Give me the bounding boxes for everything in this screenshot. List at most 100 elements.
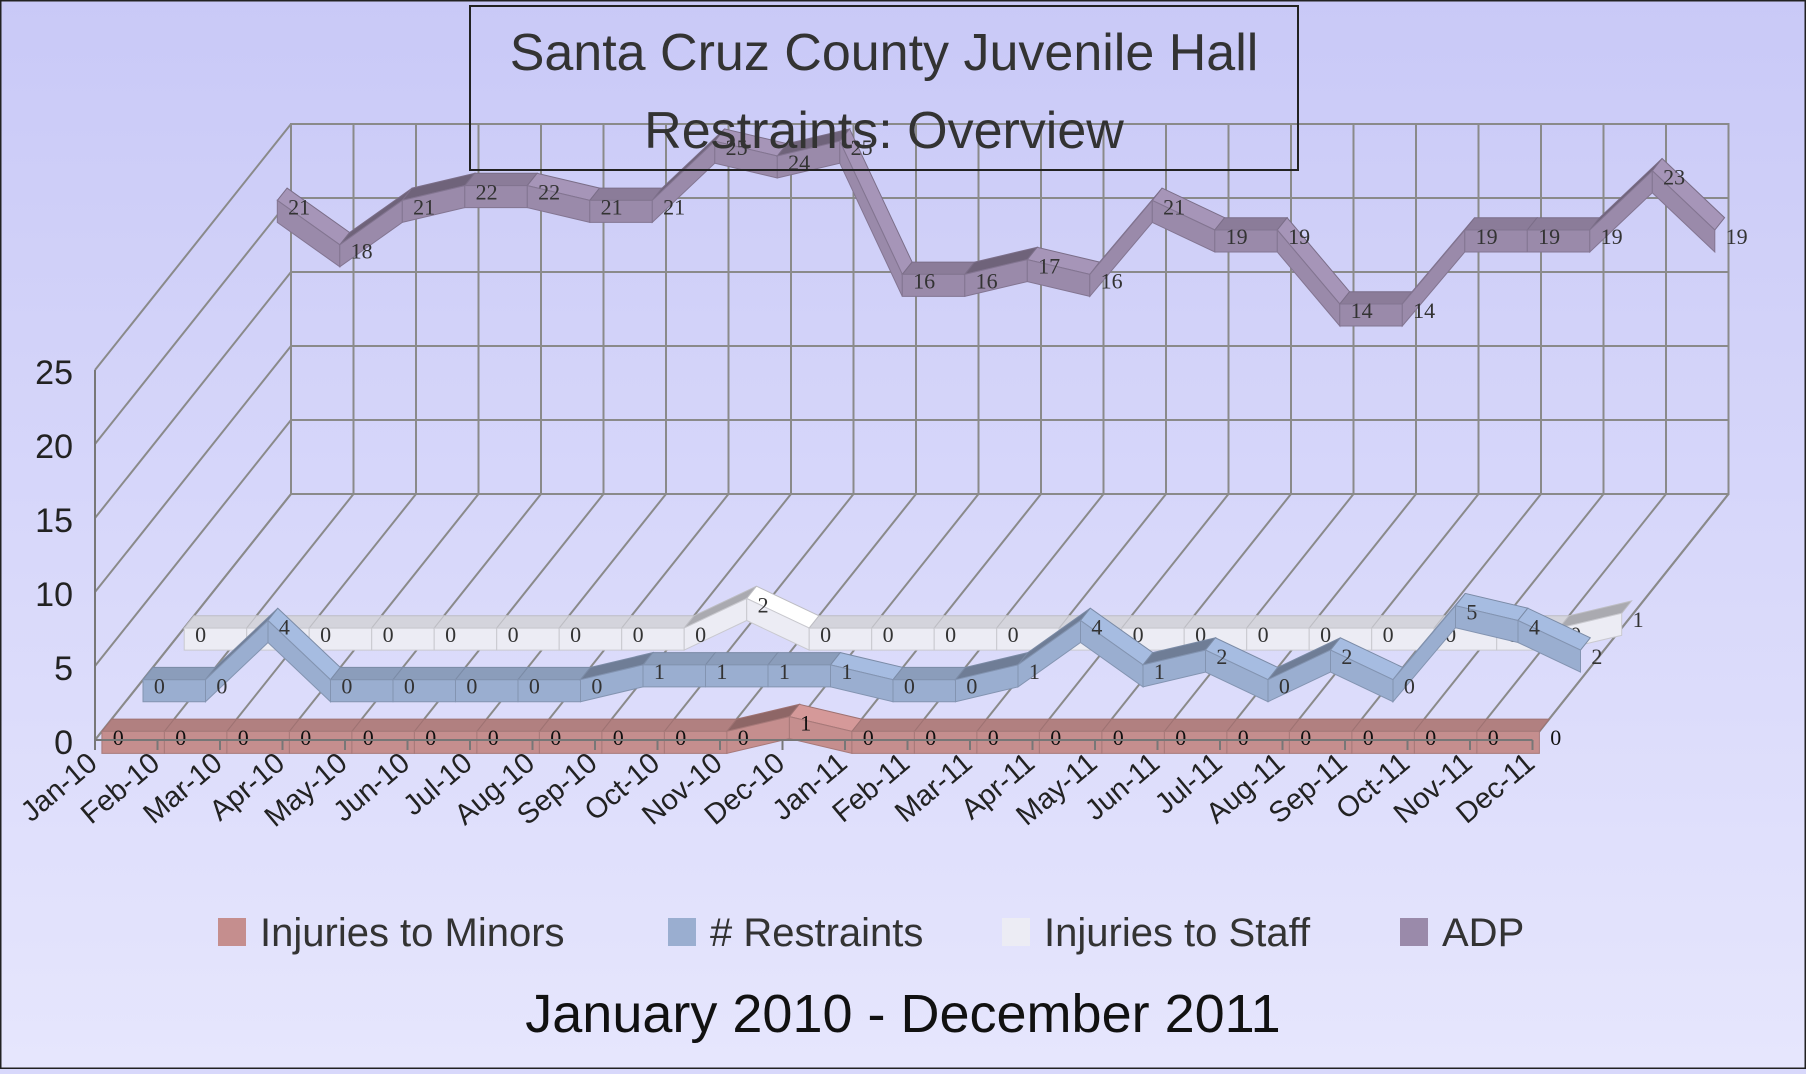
series-0-ribbon-front-19 [1288, 730, 1353, 754]
series-0: 0 0 0 0 0 0 0 0 0 0 0 1 0 0 0 0 0 0 0 0 0 0 0 0 [100, 703, 1561, 755]
y-tick-label-5: 25 [35, 354, 73, 392]
series-3-data-label-9: 25 [851, 135, 873, 160]
series-0-data-label-13: 0 [925, 725, 936, 750]
legend-label-3: ADP [1442, 911, 1524, 955]
series-0-ribbon-front-15 [1038, 730, 1103, 754]
series-0-ribbon-front-0 [101, 730, 165, 754]
series-0-data-label-16: 0 [1113, 725, 1124, 750]
series-0-ribbon-front-14 [976, 730, 1040, 754]
series-0-ribbon-front-17 [1163, 730, 1228, 754]
series-2-ribbon-front-6 [558, 627, 623, 651]
series-0-ribbon-front-21 [1413, 730, 1478, 754]
series-2-data-label-4: 0 [445, 622, 456, 647]
series-0-data-label-2: 0 [238, 725, 249, 750]
series-3-data-label-23: 19 [1726, 224, 1748, 249]
series-1-ribbon-front-3 [330, 679, 394, 703]
series-1-data-label-1: 0 [216, 674, 227, 699]
series-1-data-label-4: 0 [404, 674, 415, 699]
series-2-data-label-8: 0 [695, 622, 706, 647]
series-0-data-label-4: 0 [363, 725, 374, 750]
series-0-ribbon-front-3 [288, 730, 353, 754]
series-2-ribbon-front-12 [933, 627, 998, 651]
series-0-ribbon-front-18 [1226, 730, 1290, 754]
series-2-ribbon-front-7 [621, 627, 685, 651]
y-tick-label-4: 20 [35, 428, 73, 466]
series-1-data-label-22: 4 [1529, 614, 1540, 639]
series-0-data-label-19: 0 [1300, 725, 1311, 750]
series-2-data-label-12: 0 [945, 622, 956, 647]
series-2-data-label-3: 0 [383, 622, 394, 647]
series-2-data-label-2: 0 [320, 622, 331, 647]
series-0-data-label-8: 0 [613, 725, 624, 750]
series-1-ribbon-front-9 [705, 664, 769, 688]
series-0-ribbon-front-2 [226, 730, 290, 754]
series-3-data-label-19: 19 [1476, 224, 1498, 249]
series-0-ribbon-front-20 [1351, 730, 1415, 754]
series-1-data-label-11: 1 [841, 659, 852, 684]
series-1-data-label-6: 0 [529, 674, 540, 699]
series-3-data-label-15: 19 [1226, 224, 1248, 249]
series-1-data-label-5: 0 [466, 674, 477, 699]
series-2-data-label-10: 0 [820, 622, 831, 647]
series-3-data-label-1: 18 [351, 239, 373, 264]
series-2-data-label-18: 0 [1320, 622, 1331, 647]
series-2-ribbon-front-4 [433, 627, 498, 651]
series-0-ribbon-front-13 [913, 730, 978, 754]
series-0-data-label-18: 0 [1238, 725, 1249, 750]
series-0-data-label-20: 0 [1363, 725, 1374, 750]
title-box [469, 5, 1299, 171]
series-1-ribbon-front-10 [767, 664, 831, 688]
series-0-data-label-6: 0 [488, 725, 499, 750]
series-1-data-label-18: 0 [1279, 674, 1290, 699]
series-3-data-label-10: 16 [913, 268, 935, 293]
legend-label-0: Injuries to Minors [260, 911, 565, 955]
series-3-data-label-22: 23 [1663, 165, 1685, 190]
series-3-data-label-13: 16 [1101, 268, 1123, 293]
series-3-data-label-14: 21 [1163, 194, 1185, 219]
grid-line-side-4 [94, 197, 292, 445]
series-0-ribbon-front-4 [351, 730, 415, 754]
series-0-data-label-10: 0 [738, 725, 749, 750]
series-0-ribbon-front-7 [538, 730, 603, 754]
series-3-data-label-7: 25 [726, 135, 748, 160]
series-0-data-label-15: 0 [1050, 725, 1061, 750]
y-tick-label-3: 15 [35, 502, 73, 540]
y-tick-label-0: 0 [54, 724, 73, 762]
series-1-data-label-0: 0 [154, 674, 165, 699]
legend-swatch-2 [1002, 918, 1030, 946]
series-0-data-label-21: 0 [1425, 725, 1436, 750]
series-1-data-label-20: 0 [1404, 674, 1415, 699]
series-0-ribbon-front-5 [413, 730, 478, 754]
legend-swatch-1 [668, 918, 696, 946]
series-2-ribbon-front-3 [371, 627, 435, 651]
series-1-ribbon-front-5 [455, 679, 519, 703]
series-2-ribbon-front-10 [808, 627, 873, 651]
series-2-data-label-20: 0 [1445, 622, 1456, 647]
legend-swatch-0 [218, 918, 246, 946]
grid-line-side-3 [94, 271, 292, 519]
series-2-data-label-13: 0 [1008, 622, 1019, 647]
legend-label-2: Injuries to Staff [1044, 911, 1311, 955]
grid-line-side-2 [94, 345, 292, 593]
series-0-data-label-23: 0 [1550, 725, 1561, 750]
series-1-data-label-21: 5 [1466, 600, 1477, 625]
legend: Injuries to Minors # Restraints Injuries t… [218, 911, 1524, 955]
series-1-data-label-13: 0 [966, 674, 977, 699]
series-0-data-label-5: 0 [425, 725, 436, 750]
series-1-ribbon-front-12 [892, 679, 956, 703]
series-3-data-label-21: 19 [1601, 224, 1623, 249]
title-line-2: Restraints: Overview [644, 102, 1124, 160]
series-1-data-label-12: 0 [904, 674, 915, 699]
series-1-data-label-15: 4 [1091, 614, 1102, 639]
series-3-data-label-6: 21 [663, 194, 685, 219]
series-2-data-label-6: 0 [570, 622, 581, 647]
series-3-data-label-12: 17 [1038, 253, 1060, 278]
series-0-data-label-12: 0 [863, 725, 874, 750]
series-2-ribbon-front-5 [496, 627, 560, 651]
series-1-data-label-14: 1 [1029, 659, 1040, 684]
series-2-data-label-15: 0 [1133, 622, 1144, 647]
series-0-data-label-17: 0 [1175, 725, 1186, 750]
